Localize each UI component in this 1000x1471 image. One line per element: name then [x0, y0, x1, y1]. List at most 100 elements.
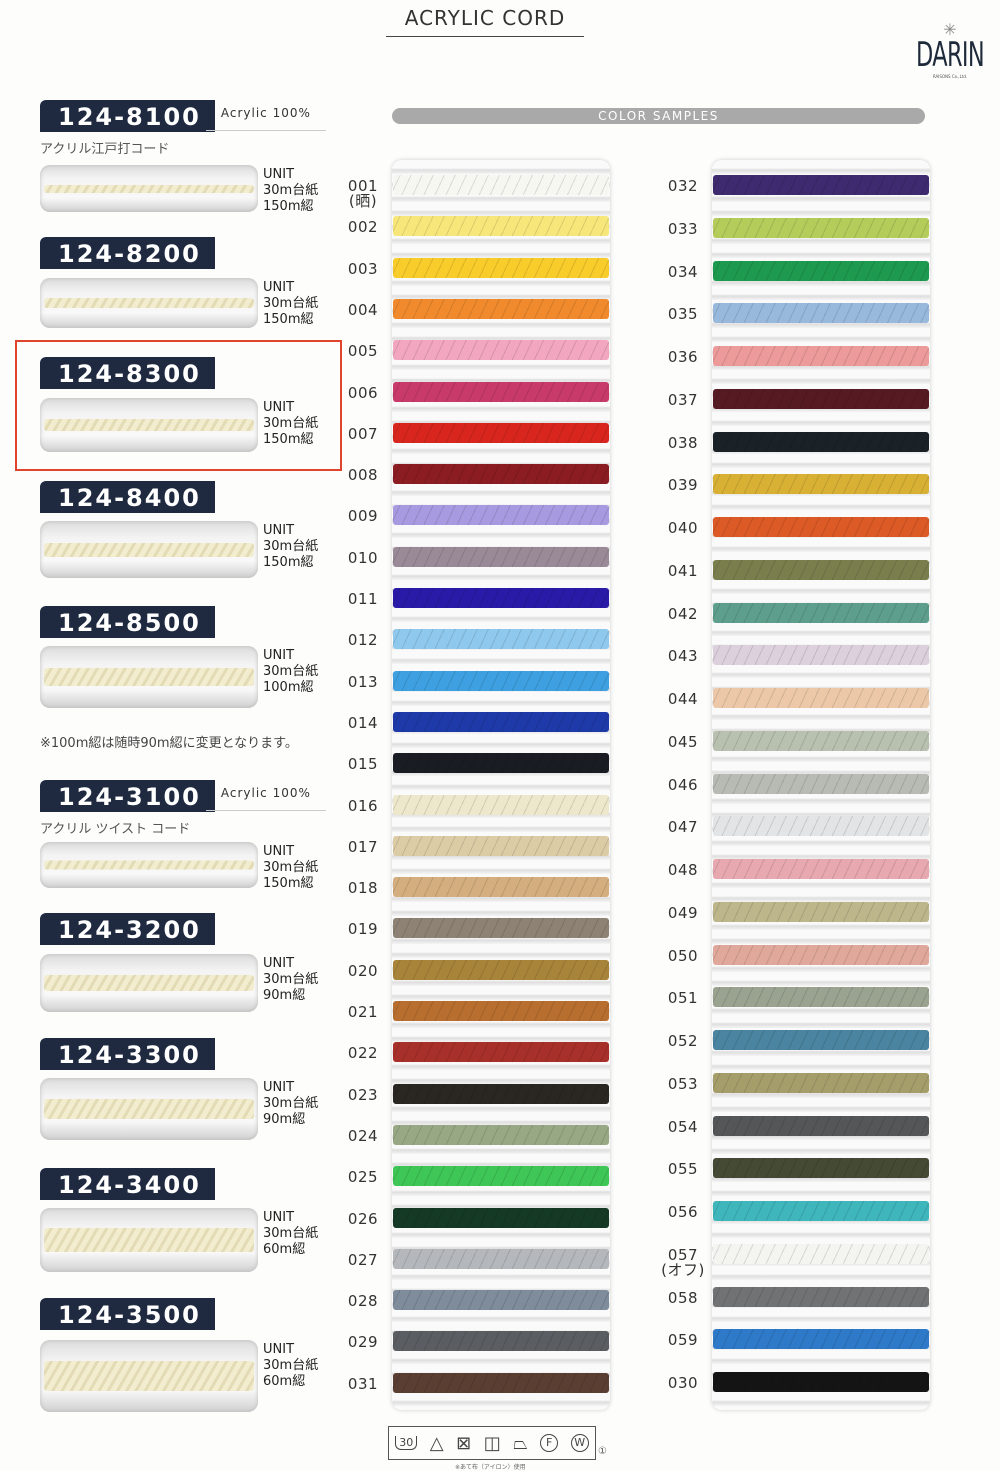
color-code: 031 [347, 1374, 379, 1393]
swatch-label-003: 003 [335, 261, 391, 277]
swatch-label-018: 018 [335, 881, 391, 896]
color-code: 045 [667, 732, 699, 751]
cord [44, 1361, 254, 1391]
cord-sample-image [40, 165, 258, 212]
color-swatch-001 [393, 175, 609, 195]
swatch-label-016: 016 [335, 798, 391, 814]
cord [44, 542, 254, 557]
color-swatch-008 [393, 464, 609, 485]
selected-product-highlight [15, 340, 342, 471]
unit-line: UNIT [263, 1210, 295, 1225]
fiber-content: Acrylic 100% [220, 786, 311, 800]
swatch-label-052: 052 [655, 1034, 711, 1049]
color-swatch-051 [713, 987, 929, 1008]
color-code: 056 [667, 1203, 699, 1221]
swatch-label-002: 002 [335, 220, 391, 235]
unit-line: 30m台紙 [263, 296, 319, 311]
color-code: 001 [347, 177, 379, 195]
color-swatch-017 [393, 835, 609, 856]
color-code: 042 [667, 604, 699, 623]
unit-info: UNIT 30m台紙 150m綛 [263, 280, 318, 328]
page-title: ACRYLIC CORD [386, 6, 584, 37]
product-124-3100: 124-3100 Acrylic 100% アクリル ツイスト コード UNIT 30m… [40, 780, 340, 891]
swatch-label-030: 030 [655, 1376, 711, 1391]
color-code: 002 [347, 218, 379, 237]
swatch-label-027: 027 [335, 1250, 391, 1269]
bleach-icon: △ [429, 1432, 444, 1454]
product-code: 124-8500 [40, 606, 215, 638]
product-code: 124-3300 [40, 1038, 215, 1070]
color-swatch-026 [393, 1207, 609, 1228]
color-swatch-054 [713, 1115, 929, 1136]
swatch-label-041: 041 [655, 563, 711, 579]
product-code: 124-3500 [40, 1298, 215, 1330]
cord [44, 419, 254, 431]
swatch-label-032: 032 [655, 179, 711, 194]
care-note: ※あて布（アイロン）使用 [455, 1464, 526, 1471]
color-swatch-053 [713, 1072, 929, 1093]
color-swatch-046 [713, 773, 929, 794]
color-code: 036 [667, 348, 699, 366]
line-dry-icon: ◫ [483, 1432, 501, 1454]
cord-sample-image [40, 398, 258, 452]
cord [44, 860, 254, 870]
unit-line: 60m綛 [263, 1242, 306, 1257]
swatch-label-025: 025 [335, 1170, 391, 1185]
swatch-label-042: 042 [655, 604, 711, 623]
color-swatch-010 [393, 546, 609, 567]
unit-line: 150m綛 [263, 312, 314, 327]
divider [206, 130, 326, 131]
color-swatch-005 [393, 340, 609, 361]
color-code: 052 [667, 1032, 699, 1050]
unit-info: UNIT 30m台紙 90m綛 [263, 956, 318, 1004]
swatch-label-001: 001 (晒) [335, 179, 391, 209]
color-swatch-044 [713, 688, 929, 708]
unit-line: 30m台紙 [263, 972, 319, 987]
swatch-label-047: 047 [655, 820, 711, 835]
color-code: 019 [347, 920, 379, 939]
color-code: 015 [347, 755, 379, 774]
dryclean-f-icon: F [540, 1434, 559, 1452]
color-code: 058 [667, 1288, 699, 1307]
color-code: 021 [347, 1003, 379, 1021]
swatch-label-044: 044 [655, 692, 711, 707]
color-code: 013 [347, 672, 379, 691]
product-124-3300: 124-3300 UNIT 30m台紙 90m綛 [40, 1038, 340, 1140]
color-code: 023 [347, 1085, 379, 1104]
unit-info: UNIT 30m台紙 150m綛 [263, 844, 318, 892]
color-code: 054 [667, 1117, 699, 1136]
unit-line: UNIT [263, 956, 295, 971]
product-124-8100: 124-8100 Acrylic 100% アクリル江戸打コード UNIT 30m台紙 1… [40, 100, 340, 214]
color-code: 053 [667, 1074, 699, 1093]
unit-line: 90m綛 [263, 988, 306, 1003]
color-swatch-056 [713, 1201, 929, 1221]
cord-sample-image [40, 842, 258, 888]
color-code: 033 [667, 219, 699, 238]
color-note: (晒) [348, 192, 378, 210]
cord [44, 184, 254, 193]
color-code: 029 [347, 1333, 379, 1352]
color-code: 027 [347, 1250, 379, 1269]
color-swatch-006 [393, 381, 609, 402]
color-swatch-023 [393, 1083, 609, 1104]
product-code: 124-8300 [40, 357, 215, 389]
color-swatch-049 [713, 901, 929, 922]
product-124-8300: 124-8300 UNIT 30m台紙 150m綛 [40, 357, 340, 452]
swatch-label-026: 026 [335, 1211, 391, 1227]
unit-line: 150m綛 [263, 199, 314, 214]
cord-sample-image [40, 1340, 258, 1412]
color-code: 049 [667, 903, 699, 922]
color-swatch-009 [393, 505, 609, 526]
swatch-label-014: 014 [335, 715, 391, 731]
cord [44, 1099, 254, 1119]
color-swatch-020 [393, 959, 609, 980]
unit-line: 150m綛 [263, 555, 314, 570]
unit-line: UNIT [263, 648, 295, 663]
swatch-label-012: 012 [335, 633, 391, 648]
color-code: 035 [667, 305, 699, 324]
product-code: 124-8100 [40, 100, 215, 132]
color-swatch-034 [713, 260, 929, 281]
wetclean-w-icon: W [570, 1434, 589, 1452]
color-code: 028 [347, 1292, 379, 1311]
unit-line: 30m台紙 [263, 1358, 319, 1373]
